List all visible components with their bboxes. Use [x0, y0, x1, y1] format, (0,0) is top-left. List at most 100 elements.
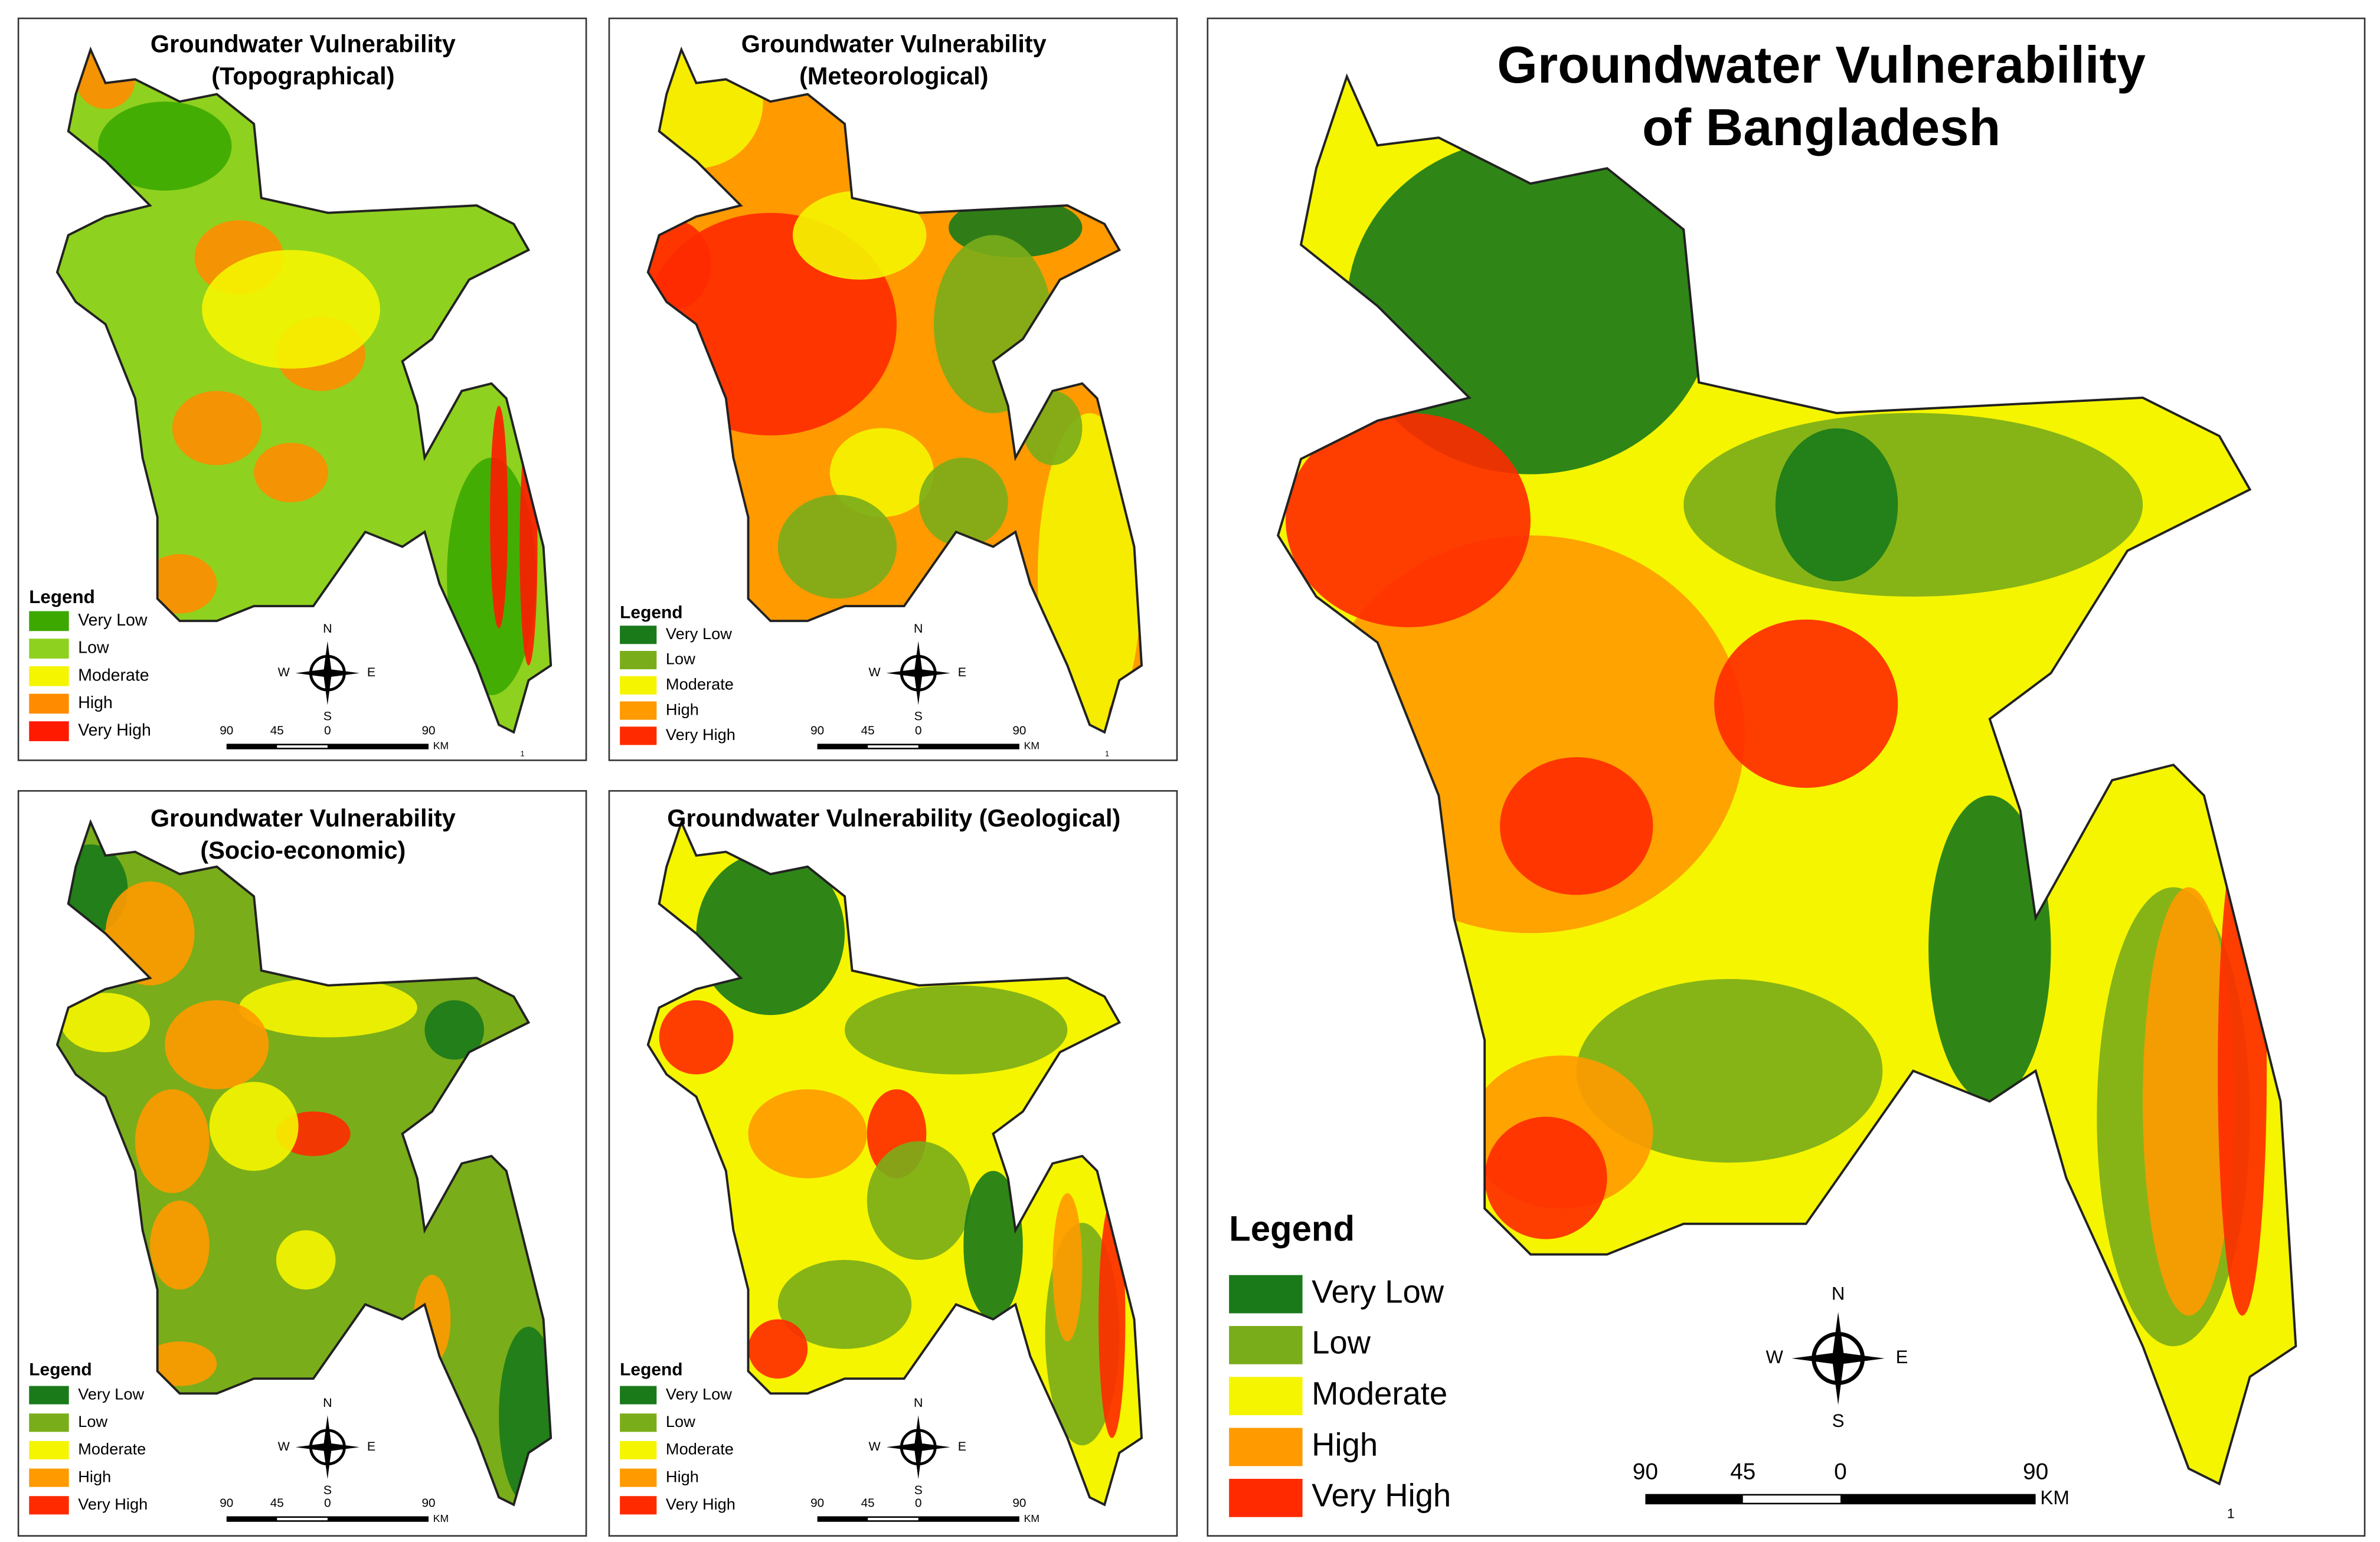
legend-title: Legend	[1229, 1209, 1355, 1249]
compass-arrows	[295, 641, 360, 705]
legend-label: Very Low	[666, 624, 732, 643]
compass-label: S	[323, 1483, 332, 1497]
compass-label: S	[914, 1483, 923, 1497]
map-zone	[777, 495, 897, 599]
map-zone	[61, 993, 151, 1052]
legend-swatch	[620, 651, 657, 670]
compass-label: E	[1896, 1347, 1908, 1367]
legend-label: Very Low	[666, 1384, 732, 1403]
scale-label: 90	[1633, 1459, 1658, 1485]
map-zone	[659, 1000, 734, 1075]
map-panel: Groundwater Vulnerability (Topographical)…	[17, 17, 587, 761]
legend-label: Low	[666, 650, 695, 668]
legend-swatch	[620, 1413, 657, 1432]
scale-label: 90	[810, 1497, 824, 1510]
legend-label: High	[666, 1467, 699, 1485]
legend-swatch	[620, 676, 657, 695]
legend-label: Moderate	[666, 675, 734, 693]
legend-swatch	[29, 1468, 69, 1487]
legend-label: High	[78, 1467, 111, 1485]
map-zone	[142, 554, 217, 614]
legend-swatch	[29, 721, 69, 741]
map-zone	[254, 443, 328, 503]
legend-label: Moderate	[666, 1440, 734, 1458]
legend-label: Moderate	[1312, 1376, 1447, 1412]
legend-swatch	[1229, 1377, 1303, 1416]
compass-label: E	[367, 665, 375, 679]
scale-label: 45	[861, 724, 875, 738]
legend-swatch	[1229, 1478, 1303, 1517]
scale-label: 90	[2023, 1459, 2048, 1485]
map-zone	[98, 102, 232, 191]
panel-title: Groundwater Vulnerability (Geological)	[667, 804, 1120, 831]
legend-swatch	[1229, 1428, 1303, 1466]
compass-label: W	[278, 1439, 290, 1453]
map-zone	[490, 405, 508, 628]
legend-swatch	[1229, 1275, 1303, 1314]
scale-label: 0	[915, 724, 922, 738]
legend-label: Very High	[1312, 1478, 1451, 1514]
map-zone	[1775, 428, 1898, 582]
compass-label: N	[323, 621, 332, 636]
map-zone	[209, 1082, 299, 1171]
panel-title: Groundwater Vulnerability	[741, 30, 1047, 58]
map-zone	[748, 1319, 808, 1379]
legend-swatch	[620, 1386, 657, 1405]
map-zone	[867, 1141, 971, 1260]
legend-label: Very High	[78, 1495, 148, 1513]
map-zone	[845, 985, 1068, 1075]
panel-title: (Topographical)	[211, 62, 394, 90]
map-zone	[1500, 757, 1653, 895]
scale-label: 90	[1012, 1497, 1026, 1510]
legend-swatch	[29, 1440, 69, 1460]
legend-swatch	[29, 693, 69, 714]
scale-label: 45	[270, 724, 284, 738]
map-zone	[748, 1089, 867, 1178]
legend-swatch	[620, 626, 657, 644]
legend-label: Very High	[666, 725, 735, 744]
panel-title: Groundwater Vulnerability	[1497, 35, 2146, 94]
scale-label: 90	[421, 724, 435, 738]
scale-label: 90	[421, 1497, 435, 1510]
legend-swatch	[620, 701, 657, 720]
scale-unit: KM	[1024, 1512, 1039, 1524]
compass-label: N	[914, 1396, 923, 1410]
compass-label: N	[1832, 1283, 1845, 1304]
compass-label: W	[1766, 1347, 1784, 1367]
legend-label: Moderate	[78, 666, 149, 685]
scale-label: 45	[270, 1497, 284, 1510]
compass-label: S	[914, 709, 923, 723]
compass-label: E	[367, 1439, 375, 1453]
map-zone	[1052, 1193, 1083, 1342]
legend-label: Low	[1312, 1325, 1371, 1361]
map-zone	[135, 1089, 210, 1193]
scale-bar-segment	[868, 1518, 918, 1521]
map-zone	[172, 391, 261, 466]
legend-swatch	[29, 1496, 69, 1515]
compass-arrows	[1791, 1312, 1885, 1405]
compass-arrows	[886, 641, 950, 705]
legend-swatch	[29, 666, 69, 686]
scale-unit: KM	[1024, 740, 1039, 752]
map-zone	[1714, 619, 1898, 788]
legend-label: High	[78, 693, 113, 712]
scale-label: 90	[220, 724, 233, 738]
map-zone	[829, 428, 934, 518]
compass-label: N	[914, 621, 923, 636]
legend-label: Low	[666, 1412, 695, 1430]
scale-bar-segment	[277, 1518, 328, 1521]
map-zone	[1286, 412, 1531, 627]
map-zone	[963, 1171, 1023, 1320]
scale-label: 90	[1012, 724, 1026, 738]
legend-swatch	[29, 1386, 69, 1405]
scale-unit: KM	[433, 740, 449, 752]
map-zone	[239, 978, 417, 1037]
legend-title: Legend	[29, 1360, 91, 1380]
legend-swatch	[620, 726, 657, 745]
legend-label: High	[666, 700, 699, 718]
compass-label: E	[958, 1439, 966, 1453]
scale-label: 0	[324, 724, 331, 738]
map-zone	[777, 1259, 912, 1349]
legend-title: Legend	[620, 1360, 682, 1380]
